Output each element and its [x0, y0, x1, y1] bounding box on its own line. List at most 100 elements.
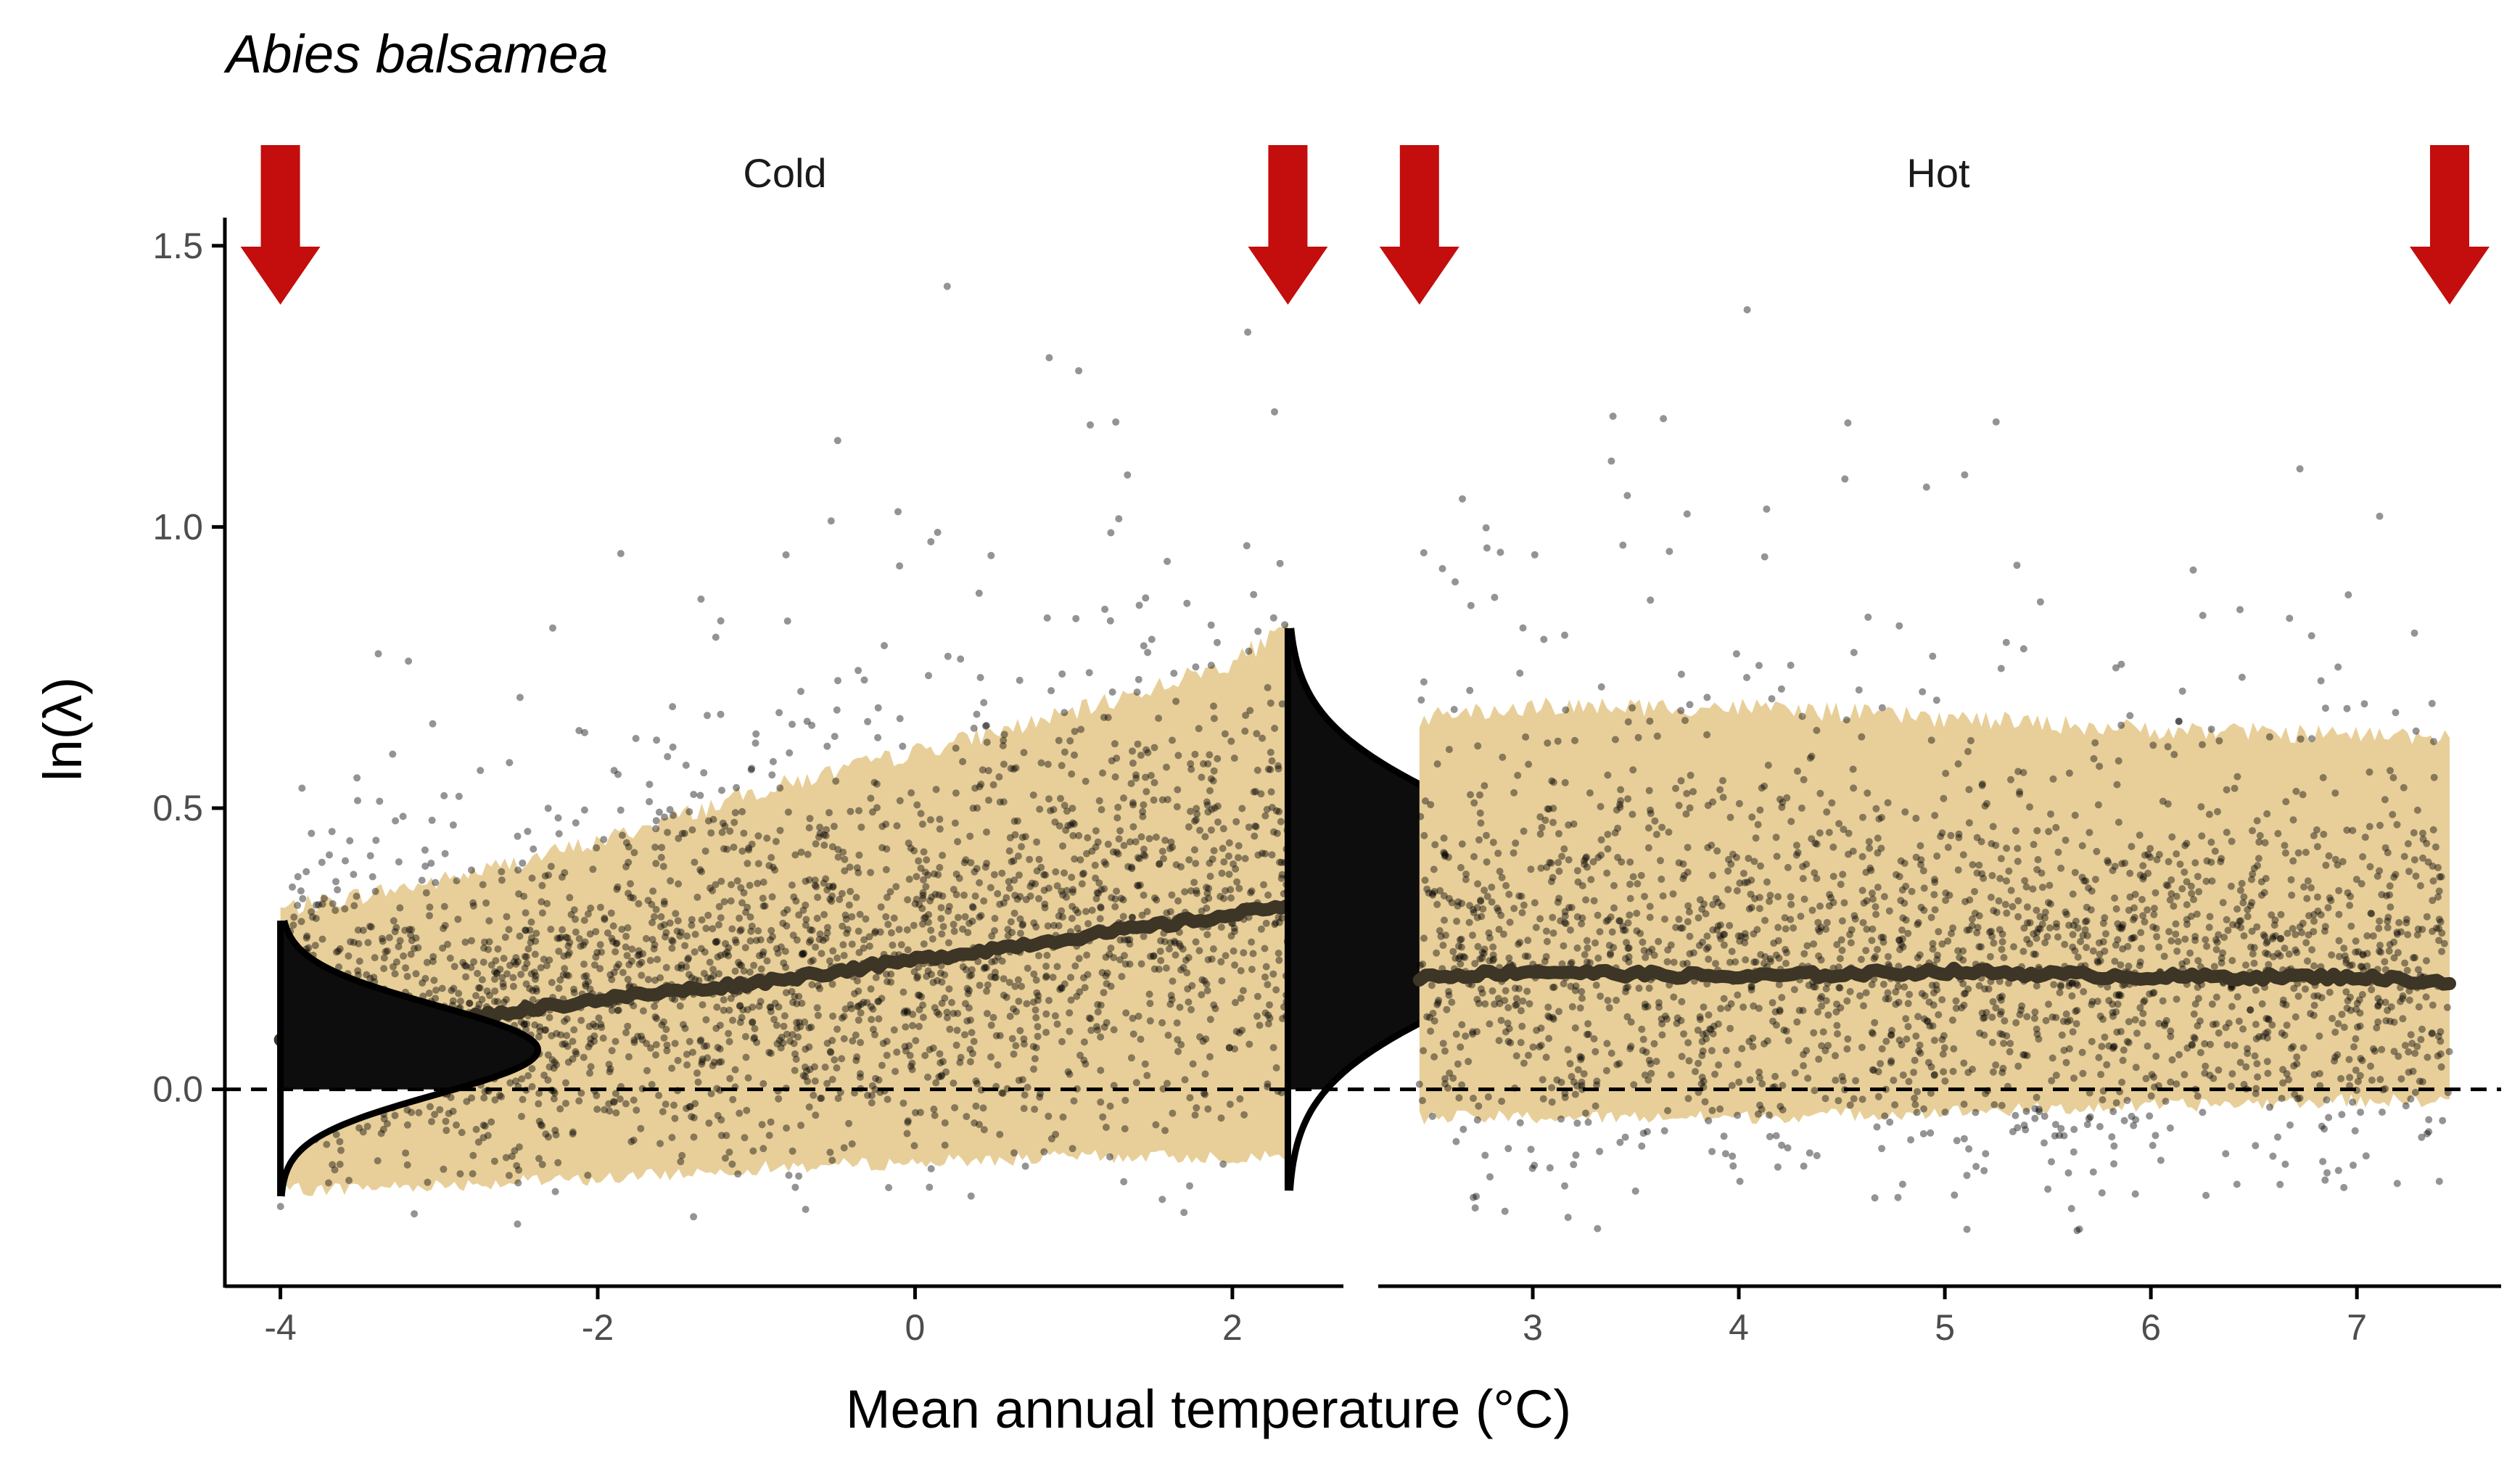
data-point: [2296, 923, 2304, 931]
data-point: [445, 1110, 453, 1117]
data-point: [1800, 1062, 1808, 1070]
data-point: [966, 832, 974, 840]
data-point: [943, 1008, 951, 1016]
data-point: [2434, 893, 2442, 901]
data-point: [403, 1121, 411, 1129]
data-point: [2367, 910, 2375, 917]
data-point: [1257, 925, 1265, 933]
data-point: [1895, 998, 1903, 1006]
data-point: [664, 753, 672, 760]
data-point: [2042, 1016, 2050, 1024]
data-point: [1658, 1031, 1666, 1039]
data-point: [2265, 1016, 2273, 1024]
data-point: [867, 985, 875, 993]
data-point: [748, 922, 756, 930]
data-point: [748, 840, 756, 848]
data-point: [774, 950, 782, 957]
data-point: [2003, 877, 2010, 885]
data-point: [2057, 982, 2064, 989]
data-point: [1445, 987, 1452, 995]
data-point: [514, 958, 522, 966]
data-point: [1206, 1053, 1214, 1061]
data-point: [2181, 868, 2188, 876]
data-point: [524, 945, 532, 953]
data-point: [1148, 635, 1156, 643]
data-point: [2228, 957, 2236, 965]
data-point: [1655, 937, 1663, 945]
data-point: [1681, 717, 1689, 725]
data-point: [1884, 799, 1892, 807]
data-point: [1465, 1058, 1473, 1066]
data-point: [801, 1063, 809, 1071]
data-point: [302, 868, 310, 876]
data-point: [312, 901, 320, 909]
data-point: [1083, 951, 1091, 959]
data-point: [350, 871, 358, 878]
data-point: [2299, 791, 2307, 799]
data-point: [1217, 1114, 1225, 1122]
data-point: [635, 951, 643, 958]
data-point: [805, 1024, 813, 1032]
data-point: [1482, 524, 1490, 532]
data-point: [2148, 1071, 2156, 1079]
data-point: [563, 1032, 571, 1040]
data-point: [1811, 1087, 1819, 1095]
data-point: [1177, 966, 1185, 974]
data-point: [1032, 1006, 1039, 1014]
data-point: [1457, 943, 1465, 951]
data-point: [842, 915, 850, 923]
data-point: [2212, 946, 2220, 953]
data-point: [1488, 987, 1496, 995]
data-point: [294, 873, 302, 881]
data-point: [746, 968, 754, 976]
data-point: [2170, 902, 2178, 910]
data-point: [593, 844, 601, 852]
data-point: [968, 902, 976, 910]
data-point: [1842, 716, 1850, 724]
data-point: [1263, 805, 1271, 813]
data-point: [396, 937, 404, 945]
data-point: [2302, 939, 2310, 947]
data-point: [354, 926, 362, 934]
data-point: [2358, 991, 2366, 998]
data-point: [1524, 937, 1532, 945]
data-point: [1252, 788, 1260, 796]
data-point: [1120, 842, 1128, 849]
data-point: [2026, 803, 2033, 811]
data-point: [474, 984, 482, 992]
data-point: [1030, 970, 1038, 978]
data-point: [1094, 1000, 1102, 1008]
data-point: [2172, 930, 2180, 938]
data-point: [2296, 465, 2304, 473]
data-point: [469, 899, 477, 907]
data-point: [1768, 999, 1776, 1007]
data-point: [426, 1103, 434, 1111]
data-point: [2438, 947, 2446, 955]
data-point: [2101, 1033, 2109, 1041]
data-point: [1626, 858, 1634, 866]
data-point: [371, 887, 379, 895]
x-tick-label: 5: [1935, 1307, 1955, 1348]
data-point: [1803, 1047, 1811, 1055]
data-point: [407, 950, 415, 958]
data-point: [1996, 1029, 2004, 1037]
data-point: [2334, 1166, 2342, 1174]
data-point: [847, 1005, 855, 1013]
data-point: [1150, 952, 1158, 960]
data-point: [2050, 981, 2058, 989]
data-point: [523, 1020, 530, 1028]
data-point: [1452, 578, 1459, 586]
data-point: [646, 798, 654, 806]
y-tick-label: 0.5: [152, 788, 203, 828]
data-point: [707, 884, 714, 892]
data-point: [893, 822, 901, 830]
data-point: [1996, 926, 2004, 934]
data-point: [1032, 1044, 1040, 1052]
data-point: [1548, 1084, 1556, 1092]
data-point: [553, 934, 561, 942]
data-point: [745, 846, 753, 854]
data-point: [720, 898, 728, 905]
data-point: [2390, 938, 2398, 946]
data-point: [1917, 856, 1925, 864]
data-point: [1276, 559, 1284, 567]
